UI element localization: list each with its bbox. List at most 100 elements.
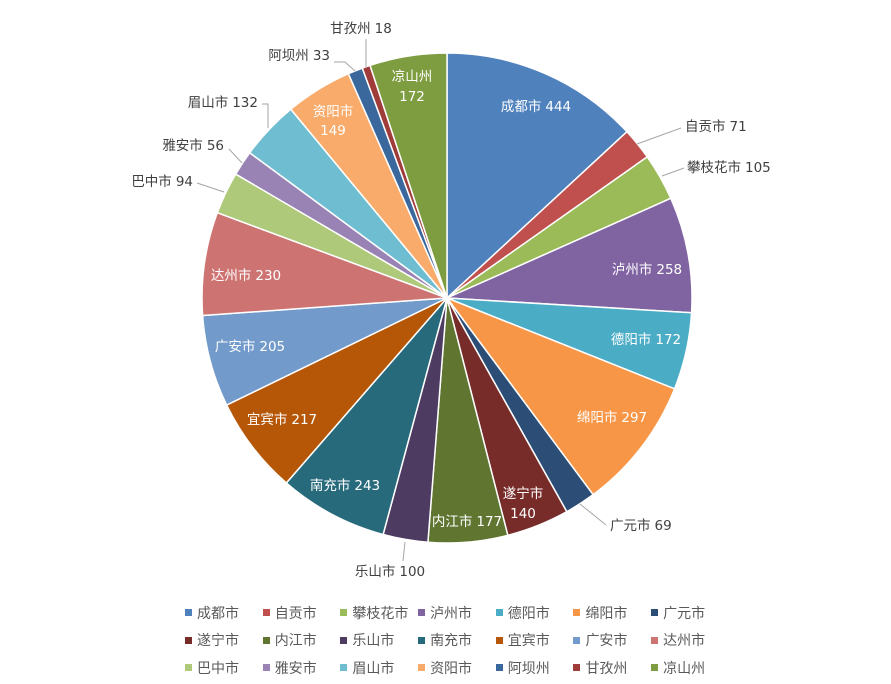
legend-marker (495, 664, 503, 672)
data-label-category: 甘孜州 (330, 21, 371, 37)
data-label-value: 444 (545, 99, 571, 115)
data-label-21: 凉山州 172 (392, 69, 433, 105)
legend-marker (262, 636, 270, 644)
legend-marker (340, 609, 348, 617)
data-label-12: 宜宾市 217 (247, 411, 317, 428)
legend-item: 自贡市 (262, 599, 341, 627)
legend-label: 广安市 (585, 633, 628, 650)
data-label-category: 内江市 (432, 513, 473, 530)
legend-marker (651, 609, 659, 617)
data-label-value: 140 (510, 506, 536, 522)
leader-line-16 (228, 148, 243, 164)
data-label-value: 205 (259, 339, 285, 355)
data-label-value: 177 (476, 514, 502, 530)
data-label-value: 172 (655, 332, 681, 348)
legend-label: 眉山市 (352, 660, 395, 677)
data-label-1: 成都市 444 (501, 98, 571, 115)
leader-line-7 (579, 503, 607, 526)
legend-item: 广安市 (573, 627, 651, 655)
data-label-value: 230 (255, 268, 281, 284)
legend-label: 巴中市 (197, 660, 239, 677)
data-label-13: 广安市 205 (215, 338, 285, 355)
data-label-category: 自贡市 (685, 118, 726, 135)
legend-label: 乐山市 (352, 633, 395, 650)
data-label-value: 132 (232, 95, 258, 111)
data-label-value: 69 (655, 518, 672, 534)
legend-marker (262, 664, 270, 672)
data-label-10: 乐山市 100 (355, 563, 425, 580)
legend-marker (573, 636, 581, 644)
legend-item: 凉山州 (651, 654, 729, 682)
legend-marker (495, 636, 503, 644)
legend-item: 眉山市 (340, 654, 418, 682)
data-label-category: 泸州市 (612, 261, 653, 278)
legend-marker (495, 609, 503, 617)
data-label-category: 遂宁市 (503, 485, 544, 502)
data-label-category: 凉山州 (392, 69, 433, 85)
legend-marker (185, 609, 192, 617)
data-label-category: 阿坝州 (268, 48, 309, 64)
pie-slice-1 (446, 52, 628, 299)
pie-slice-11 (285, 297, 448, 536)
leader-line-3 (661, 167, 685, 177)
legend-item: 绵阳市 (573, 599, 651, 627)
data-label-value: 297 (621, 410, 647, 426)
legend-marker (651, 664, 659, 672)
legend-label: 广元市 (663, 605, 706, 622)
data-label-17: 眉山市 132 (188, 94, 258, 111)
data-label-value: 258 (656, 262, 682, 278)
legend-marker (340, 664, 348, 672)
data-label-category: 资阳市 (313, 103, 354, 120)
legend-item: 乐山市 (340, 627, 418, 655)
legend-label: 德阳市 (507, 605, 550, 622)
data-label-value: 217 (291, 412, 317, 428)
legend: 成都市 自贡市 攀枝花市 泸州市 德阳市 绵阳市 广元市 遂宁市 内江市 乐山市 南充市 宜宾市 广安市… (185, 599, 729, 682)
legend-item: 巴中市 (185, 654, 263, 682)
data-label-category: 巴中市 (131, 173, 172, 190)
legend-marker (418, 636, 426, 644)
legend-label: 泸州市 (430, 605, 473, 622)
legend-item: 甘孜州 (573, 654, 651, 682)
legend-label: 甘孜州 (585, 660, 628, 677)
legend-label: 遂宁市 (197, 633, 239, 650)
legend-marker (340, 636, 348, 644)
data-label-value: 172 (399, 89, 425, 105)
legend-item: 南充市 (418, 627, 496, 655)
data-label-value: 105 (745, 160, 771, 176)
leader-lines (196, 39, 685, 562)
data-label-19: 阿坝州 33 (268, 48, 330, 64)
data-label-value: 149 (320, 123, 346, 139)
data-label-9: 内江市 177 (432, 513, 502, 530)
legend-item: 德阳市 (495, 599, 574, 627)
data-label-category: 攀枝花市 (687, 159, 741, 176)
data-label-5: 德阳市 172 (611, 331, 681, 348)
legend-item: 达州市 (651, 627, 729, 655)
legend-marker (418, 609, 426, 617)
data-label-18: 资阳市 149 (313, 103, 354, 139)
data-label-value: 100 (399, 564, 425, 580)
data-label-category: 绵阳市 (577, 409, 618, 426)
legend-marker (573, 609, 581, 617)
legend-item: 雅安市 (262, 654, 341, 682)
data-label-4: 泸州市 258 (612, 261, 682, 278)
data-label-7: 广元市 69 (610, 517, 672, 534)
legend-marker (185, 636, 192, 644)
legend-label: 凉山州 (663, 660, 706, 677)
legend-marker (573, 664, 581, 672)
data-label-14: 达州市 230 (211, 267, 281, 284)
data-label-value: 18 (375, 21, 392, 37)
data-label-value: 56 (207, 138, 224, 154)
legend-item: 遂宁市 (185, 627, 263, 655)
legend-label: 绵阳市 (585, 605, 628, 622)
data-label-category: 雅安市 (162, 137, 203, 154)
legend-item: 成都市 (185, 599, 263, 627)
legend-label: 资阳市 (430, 660, 473, 677)
legend-item: 广元市 (651, 599, 729, 627)
data-label-3: 攀枝花市 105 (687, 159, 771, 176)
legend-label: 成都市 (197, 605, 239, 622)
legend-marker (185, 664, 192, 672)
pie-slice-21 (369, 52, 448, 299)
pie-slices (201, 52, 693, 544)
legend-label: 达州市 (663, 633, 706, 650)
